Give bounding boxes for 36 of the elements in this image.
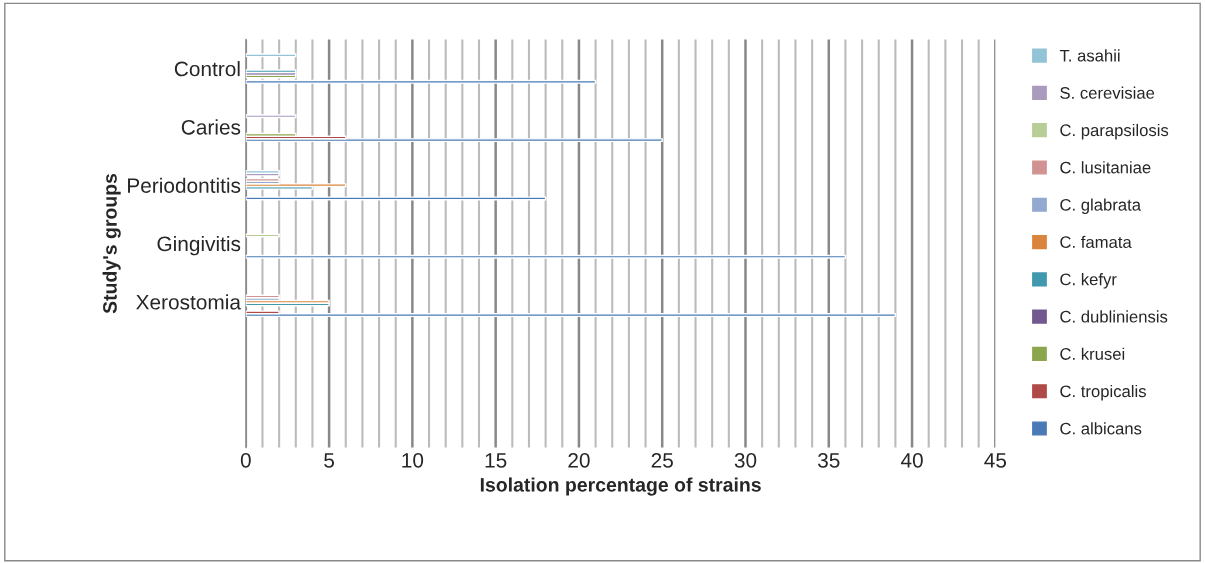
bar bbox=[245, 196, 547, 201]
x-tick-label: 20 bbox=[568, 453, 590, 468]
legend-label: T. asahii bbox=[1059, 49, 1120, 62]
x-tick-label: 30 bbox=[734, 453, 757, 468]
legend-label: C. lusitaniae bbox=[1060, 161, 1151, 174]
x-tick-label: 40 bbox=[900, 453, 923, 468]
bar bbox=[245, 254, 847, 259]
bar bbox=[245, 183, 347, 188]
x-tick-label: 35 bbox=[817, 453, 840, 468]
x-tick-label: 10 bbox=[402, 453, 424, 468]
legend-label: C. kefyr bbox=[1060, 273, 1117, 289]
legend-label: C. parapsilosis bbox=[1060, 123, 1169, 140]
y-tick-label: Control bbox=[174, 61, 240, 77]
legend-label: C. albicans bbox=[1060, 422, 1142, 435]
bar bbox=[245, 138, 663, 143]
legend-label: C. glabrata bbox=[1060, 198, 1142, 215]
legend-label: S. cerevisiae bbox=[1060, 86, 1155, 99]
bar bbox=[245, 313, 897, 318]
y-tick-label: Periodontitis bbox=[128, 177, 241, 193]
y-tick-label: Xerostomia bbox=[136, 294, 241, 310]
legend-label: C. dubliniensis bbox=[1060, 310, 1168, 323]
y-tick-label: Caries bbox=[181, 119, 241, 135]
x-tick-label: 15 bbox=[485, 453, 507, 468]
y-tick-label: Gingivitis bbox=[157, 235, 241, 256]
bar bbox=[245, 53, 297, 58]
legend-label: C. krusei bbox=[1060, 347, 1125, 360]
y-axis-title: Study's groups bbox=[102, 173, 121, 314]
x-tick-label: 5 bbox=[324, 453, 335, 468]
bar bbox=[245, 114, 297, 119]
legend-label: C. famata bbox=[1060, 235, 1132, 249]
x-tick-label: 0 bbox=[240, 453, 251, 468]
bar bbox=[245, 79, 597, 84]
legend-label: C. tropicalis bbox=[1060, 384, 1146, 401]
x-tick-label: 25 bbox=[651, 453, 673, 468]
x-axis-title: Isolation percentage of strains bbox=[480, 477, 761, 496]
x-tick-label: 45 bbox=[984, 453, 1007, 468]
